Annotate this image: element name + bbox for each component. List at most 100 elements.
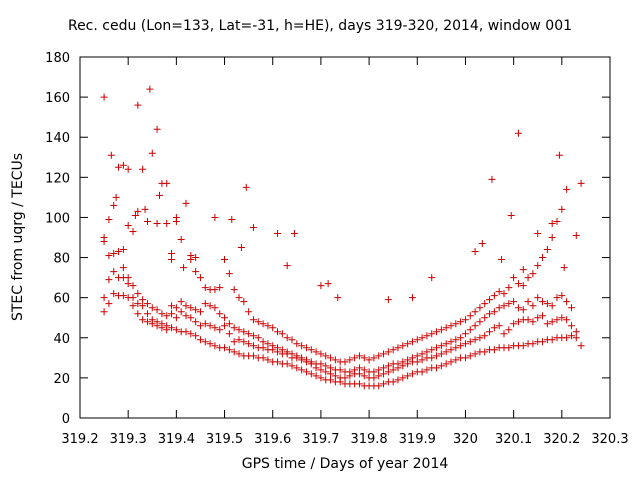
data-point — [331, 372, 339, 380]
data-point — [143, 300, 151, 308]
data-point — [211, 324, 219, 332]
data-point — [105, 215, 113, 223]
data-point — [269, 324, 277, 332]
x-tick-label: 319.8 — [350, 432, 387, 447]
data-point — [375, 372, 383, 380]
data-point — [539, 312, 547, 320]
data-point — [249, 342, 257, 350]
data-point — [168, 256, 176, 264]
data-point — [346, 356, 354, 364]
data-point — [187, 314, 195, 322]
data-point — [327, 364, 335, 372]
data-point — [192, 268, 200, 276]
data-point — [380, 370, 388, 378]
data-point — [543, 246, 551, 254]
data-point — [534, 229, 542, 237]
data-point — [442, 360, 450, 368]
data-point — [423, 332, 431, 340]
data-point — [375, 352, 383, 360]
x-tick-label: 320.3 — [591, 432, 628, 447]
data-point — [370, 354, 378, 362]
data-point — [380, 350, 388, 358]
data-point — [500, 330, 508, 338]
data-point — [235, 326, 243, 334]
data-point — [481, 332, 489, 340]
data-point — [437, 362, 445, 370]
data-point — [105, 276, 113, 284]
data-point — [124, 221, 132, 229]
y-tick-label: 160 — [45, 91, 70, 106]
data-point — [216, 310, 224, 318]
x-tick-label: 320 — [453, 432, 478, 447]
data-point — [110, 290, 118, 298]
data-point — [134, 300, 142, 308]
data-point — [192, 306, 200, 314]
data-point — [567, 322, 575, 330]
data-point — [476, 304, 484, 312]
data-point — [187, 256, 195, 264]
data-point — [182, 328, 190, 336]
data-point — [211, 304, 219, 312]
data-point — [346, 368, 354, 376]
data-point — [572, 328, 580, 336]
data-point — [163, 322, 171, 330]
data-point — [548, 302, 556, 310]
x-tick-label: 320.1 — [495, 432, 532, 447]
data-point — [384, 368, 392, 376]
data-point — [534, 314, 542, 322]
data-point — [240, 298, 248, 306]
data-point — [278, 330, 286, 338]
x-tick-label: 319.3 — [110, 432, 147, 447]
y-axis-ticks: 0 20 40 60 80 100 120 140 160 180 — [45, 51, 610, 427]
data-point — [466, 312, 474, 320]
data-point — [283, 360, 291, 368]
data-point — [360, 366, 368, 374]
data-point — [274, 344, 282, 352]
data-point — [563, 185, 571, 193]
data-point — [389, 346, 397, 354]
data-point — [514, 304, 522, 312]
data-point — [331, 356, 339, 364]
data-point — [240, 338, 248, 346]
data-point — [380, 380, 388, 388]
data-point — [274, 328, 282, 336]
data-point — [180, 264, 188, 272]
data-point — [399, 374, 407, 382]
data-point — [249, 352, 257, 360]
data-point — [317, 374, 325, 382]
data-point — [100, 294, 108, 302]
data-point — [529, 302, 537, 310]
data-point — [172, 314, 180, 322]
data-point — [177, 308, 185, 316]
data-point — [129, 227, 137, 235]
data-point — [481, 300, 489, 308]
data-point — [563, 298, 571, 306]
y-tick-label: 0 — [62, 412, 70, 427]
data-point — [129, 294, 137, 302]
data-point — [259, 320, 267, 328]
y-tick-label: 40 — [53, 332, 70, 347]
data-point — [548, 219, 556, 227]
data-point — [548, 318, 556, 326]
data-point — [221, 344, 229, 352]
data-point — [355, 380, 363, 388]
data-point — [539, 298, 547, 306]
data-point — [543, 320, 551, 328]
data-point — [466, 352, 474, 360]
data-point — [235, 294, 243, 302]
data-point — [452, 356, 460, 364]
data-point — [293, 340, 301, 348]
data-point — [196, 308, 204, 316]
data-point — [158, 320, 166, 328]
data-point — [182, 199, 190, 207]
data-point — [360, 372, 368, 380]
x-tick-label: 319.7 — [302, 432, 339, 447]
data-point — [486, 310, 494, 318]
data-point — [148, 149, 156, 157]
data-point — [249, 223, 257, 231]
data-point — [274, 358, 282, 366]
data-point — [490, 324, 498, 332]
data-point — [529, 340, 537, 348]
data-point — [478, 240, 486, 248]
data-point — [466, 338, 474, 346]
